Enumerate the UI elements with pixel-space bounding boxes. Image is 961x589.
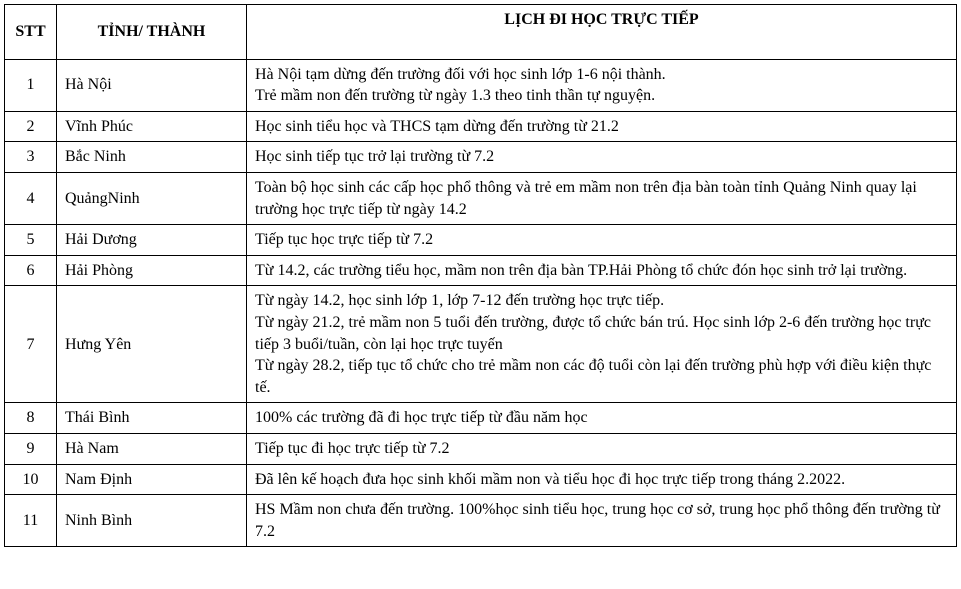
table-row: 2Vĩnh PhúcHọc sinh tiểu học và THCS tạm … [5, 111, 957, 142]
cell-schedule: Tiếp tục học trực tiếp từ 7.2 [247, 225, 957, 256]
cell-stt: 9 [5, 433, 57, 464]
cell-province: Hà Nội [57, 59, 247, 111]
cell-province: Bắc Ninh [57, 142, 247, 173]
cell-schedule: Học sinh tiểu học và THCS tạm dừng đến t… [247, 111, 957, 142]
col-header-stt: STT [5, 5, 57, 60]
cell-stt: 1 [5, 59, 57, 111]
cell-schedule: 100% các trường đã đi học trực tiếp từ đ… [247, 403, 957, 434]
table-body: 1Hà NộiHà Nội tạm dừng đến trường đối vớ… [5, 59, 957, 547]
cell-schedule: Học sinh tiếp tục trở lại trường từ 7.2 [247, 142, 957, 173]
table-row: 10Nam ĐịnhĐã lên kế hoạch đưa học sinh k… [5, 464, 957, 495]
cell-schedule: Đã lên kế hoạch đưa học sinh khối mầm no… [247, 464, 957, 495]
table-row: 1Hà NộiHà Nội tạm dừng đến trường đối vớ… [5, 59, 957, 111]
cell-stt: 4 [5, 172, 57, 224]
cell-stt: 7 [5, 286, 57, 403]
cell-stt: 10 [5, 464, 57, 495]
cell-stt: 8 [5, 403, 57, 434]
cell-province: QuảngNinh [57, 172, 247, 224]
table-row: 7Hưng YênTừ ngày 14.2, học sinh lớp 1, l… [5, 286, 957, 403]
page: STT TỈNH/ THÀNH LỊCH ĐI HỌC TRỰC TIẾP 1H… [0, 0, 961, 551]
cell-province: Hải Dương [57, 225, 247, 256]
table-header-row: STT TỈNH/ THÀNH LỊCH ĐI HỌC TRỰC TIẾP [5, 5, 957, 60]
table-head: STT TỈNH/ THÀNH LỊCH ĐI HỌC TRỰC TIẾP [5, 5, 957, 60]
cell-schedule: HS Mầm non chưa đến trường. 100%học sinh… [247, 495, 957, 547]
table-row: 9Hà NamTiếp tục đi học trực tiếp từ 7.2 [5, 433, 957, 464]
schedule-table: STT TỈNH/ THÀNH LỊCH ĐI HỌC TRỰC TIẾP 1H… [4, 4, 957, 547]
cell-stt: 6 [5, 255, 57, 286]
cell-stt: 3 [5, 142, 57, 173]
cell-stt: 5 [5, 225, 57, 256]
cell-province: Hưng Yên [57, 286, 247, 403]
cell-schedule: Toàn bộ học sinh các cấp học phổ thông v… [247, 172, 957, 224]
cell-province: Vĩnh Phúc [57, 111, 247, 142]
table-row: 6Hải PhòngTừ 14.2, các trường tiểu học, … [5, 255, 957, 286]
cell-province: Hải Phòng [57, 255, 247, 286]
cell-province: Nam Định [57, 464, 247, 495]
cell-schedule: Từ 14.2, các trường tiểu học, mầm non tr… [247, 255, 957, 286]
table-row: 3Bắc Ninh Học sinh tiếp tục trở lại trườ… [5, 142, 957, 173]
table-row: 11Ninh BìnhHS Mầm non chưa đến trường. 1… [5, 495, 957, 547]
cell-stt: 2 [5, 111, 57, 142]
table-row: 8Thái Bình100% các trường đã đi học trực… [5, 403, 957, 434]
table-row: 4QuảngNinhToàn bộ học sinh các cấp học p… [5, 172, 957, 224]
col-header-schedule: LỊCH ĐI HỌC TRỰC TIẾP [247, 5, 957, 60]
cell-schedule: Hà Nội tạm dừng đến trường đối với học s… [247, 59, 957, 111]
cell-schedule: Từ ngày 14.2, học sinh lớp 1, lớp 7-12 đ… [247, 286, 957, 403]
cell-schedule: Tiếp tục đi học trực tiếp từ 7.2 [247, 433, 957, 464]
cell-province: Hà Nam [57, 433, 247, 464]
cell-province: Thái Bình [57, 403, 247, 434]
col-header-province: TỈNH/ THÀNH [57, 5, 247, 60]
cell-stt: 11 [5, 495, 57, 547]
table-row: 5Hải DươngTiếp tục học trực tiếp từ 7.2 [5, 225, 957, 256]
cell-province: Ninh Bình [57, 495, 247, 547]
